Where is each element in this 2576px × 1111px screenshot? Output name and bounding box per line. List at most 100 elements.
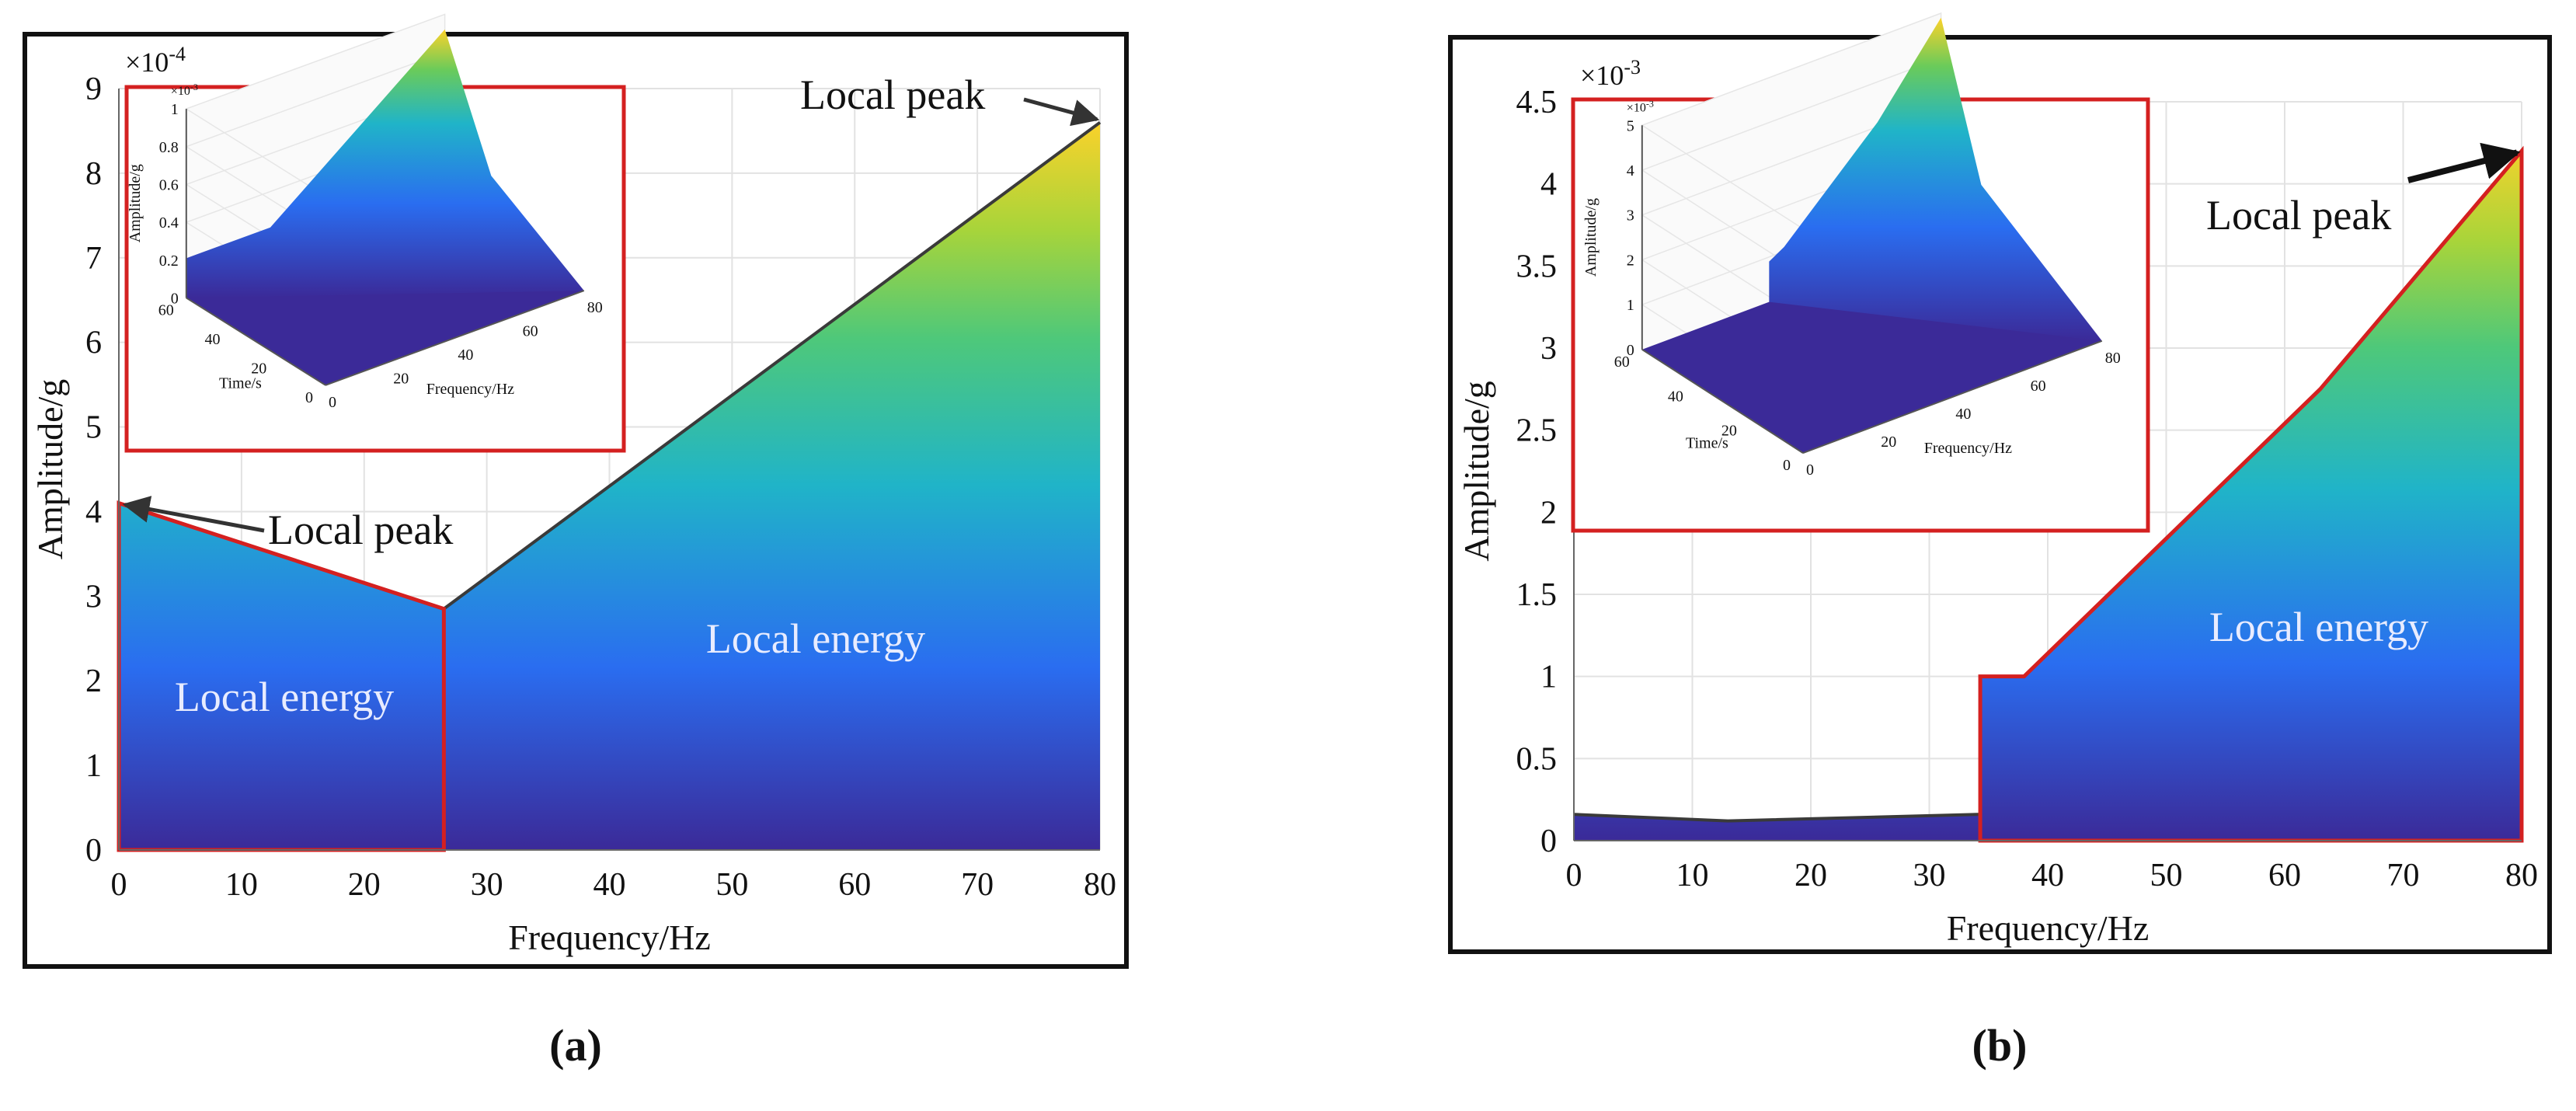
inset-freq-tick-label: 0 <box>1806 461 1814 479</box>
y-tick-label: 3.5 <box>1516 249 1558 284</box>
annotation-local-energy: Local energy <box>2209 604 2428 650</box>
y-tick-label: 0 <box>85 833 102 869</box>
inset-time-tick-label: 40 <box>1668 388 1683 405</box>
y-tick-label: 2.5 <box>1516 413 1558 449</box>
inset-freq-tick-label: 20 <box>393 370 409 387</box>
panel-b-label: (b) <box>1972 1020 2028 1071</box>
y-axis-label: Amplitude/g <box>30 379 70 560</box>
inset-time-label: Time/s <box>219 375 262 392</box>
x-tick-label: 80 <box>1084 867 1116 903</box>
y-tick-label: 4 <box>1540 167 1557 203</box>
x-axis-label: Frequency/Hz <box>1947 908 2150 948</box>
inset-freq-tick-label: 80 <box>2105 350 2121 367</box>
inset-time-tick-label: 20 <box>251 360 266 377</box>
inset-z-exponent-power: -3 <box>1646 98 1654 109</box>
inset-z-tick-label: 1 <box>171 101 179 118</box>
annotation-arrow <box>122 496 265 533</box>
x-tick-label: 80 <box>2505 858 2538 893</box>
panel-b-inset: 012345Amplitude/g×10-30204060Time/s02040… <box>1571 12 2150 533</box>
y-tick-label: 0.5 <box>1516 741 1558 777</box>
inset-time-axis <box>186 297 326 386</box>
inset-time-tick-label: 20 <box>1721 423 1737 440</box>
x-tick-label: 50 <box>2150 858 2183 893</box>
inset-surface-ridge <box>1769 17 2102 341</box>
inset-z-tick-label: 5 <box>1627 117 1634 134</box>
x-tick-label: 0 <box>1566 858 1582 893</box>
x-tick-label: 70 <box>2387 858 2420 893</box>
inset-freq-label: Frequency/Hz <box>426 381 514 398</box>
inset-time-axis <box>1641 349 1804 454</box>
y-tick-label: 5 <box>85 410 102 446</box>
x-tick-label: 60 <box>2268 858 2301 893</box>
x-tick-label: 10 <box>1676 858 1709 893</box>
x-tick-label: 40 <box>594 867 626 903</box>
y-tick-label: 1 <box>1540 660 1557 695</box>
y-tick-label: 0 <box>1540 824 1557 859</box>
annotation-local-energy: Local energy <box>175 674 394 720</box>
x-tick-label: 10 <box>225 867 258 903</box>
area-fill <box>1574 151 2522 841</box>
annotation-local-peak: Local peak <box>800 71 985 118</box>
inset-freq-tick-label: 60 <box>2031 378 2046 395</box>
annotation-local-energy: Local energy <box>706 615 925 662</box>
x-tick-label: 50 <box>715 867 748 903</box>
inset-freq-tick-label: 80 <box>587 299 603 316</box>
inset-freq-tick-label: 60 <box>523 323 538 340</box>
inset-freq-axis <box>1802 340 2103 454</box>
annotation-local-peak: Local peak <box>268 507 453 553</box>
y-tick-label: 4 <box>85 494 102 530</box>
y-tick-label: 2 <box>1540 495 1557 531</box>
inset-time-tick-label: 0 <box>305 389 313 406</box>
x-tick-label: 30 <box>471 867 503 903</box>
x-tick-label: 70 <box>961 867 994 903</box>
inset-z-tick-label: 0.2 <box>159 252 179 270</box>
inset-z-exponent-power: -3 <box>190 82 198 92</box>
inset-z-tick-label: 1 <box>1627 297 1634 314</box>
x-tick-label: 0 <box>111 867 127 903</box>
inset-freq-label: Frequency/Hz <box>1924 440 2012 457</box>
x-tick-label: 20 <box>348 867 381 903</box>
y-axis-label: Amplitude/g <box>1457 381 1496 562</box>
inset-time-tick-label: 60 <box>1614 354 1630 371</box>
inset-z-tick-label: 0.8 <box>159 139 179 156</box>
inset-time-tick-label: 40 <box>205 331 221 348</box>
panel-a-inset: 00.20.40.60.81Amplitude/g×10-30204060Tim… <box>124 13 626 453</box>
y-exponent-power: -3 <box>1624 56 1641 78</box>
x-tick-label: 40 <box>2031 858 2064 893</box>
inset-surface-ridge <box>186 29 584 298</box>
y-tick-label: 3 <box>85 579 102 615</box>
y-tick-label: 9 <box>85 71 102 107</box>
inset-time-tick-label: 0 <box>1783 457 1791 474</box>
inset-freq-tick-label: 0 <box>329 394 336 411</box>
x-tick-label: 20 <box>1794 858 1827 893</box>
inset-z-tick-label: 0.6 <box>159 176 179 193</box>
inset-freq-tick-label: 40 <box>458 347 473 364</box>
inset-gridline <box>186 51 445 148</box>
inset-time-tick-label: 60 <box>158 301 174 319</box>
inset-time-label: Time/s <box>1686 435 1728 452</box>
inset-freq-axis <box>325 290 585 386</box>
inset-z-tick-label: 2 <box>1627 252 1634 269</box>
inset-z-tick-label: 4 <box>1627 162 1634 179</box>
annotation-arrow <box>1023 97 1100 127</box>
y-tick-label: 6 <box>85 326 102 361</box>
y-tick-label: 1.5 <box>1516 577 1558 613</box>
inset-freq-tick-label: 40 <box>1955 406 1971 423</box>
inset-z-tick-label: 0.4 <box>159 214 179 232</box>
annotation-local-peak: Local peak <box>2206 192 2391 239</box>
inset-z-label: Amplitude/g <box>1582 198 1600 277</box>
inset-gridline <box>1641 57 1941 171</box>
x-axis-label: Frequency/Hz <box>508 918 711 957</box>
inset-z-label: Amplitude/g <box>127 164 144 242</box>
y-exponent-power: -4 <box>169 43 186 65</box>
inset-z-tick-label: 0 <box>1627 342 1634 359</box>
panel-a-label: (a) <box>549 1020 602 1071</box>
y-tick-label: 7 <box>85 241 102 277</box>
inset-z-tick-label: 0 <box>171 290 179 307</box>
y-tick-label: 2 <box>85 663 102 699</box>
y-tick-label: 8 <box>85 156 102 192</box>
x-tick-label: 60 <box>838 867 871 903</box>
x-tick-label: 30 <box>1913 858 1946 893</box>
inset-freq-tick-label: 20 <box>1881 434 1896 451</box>
